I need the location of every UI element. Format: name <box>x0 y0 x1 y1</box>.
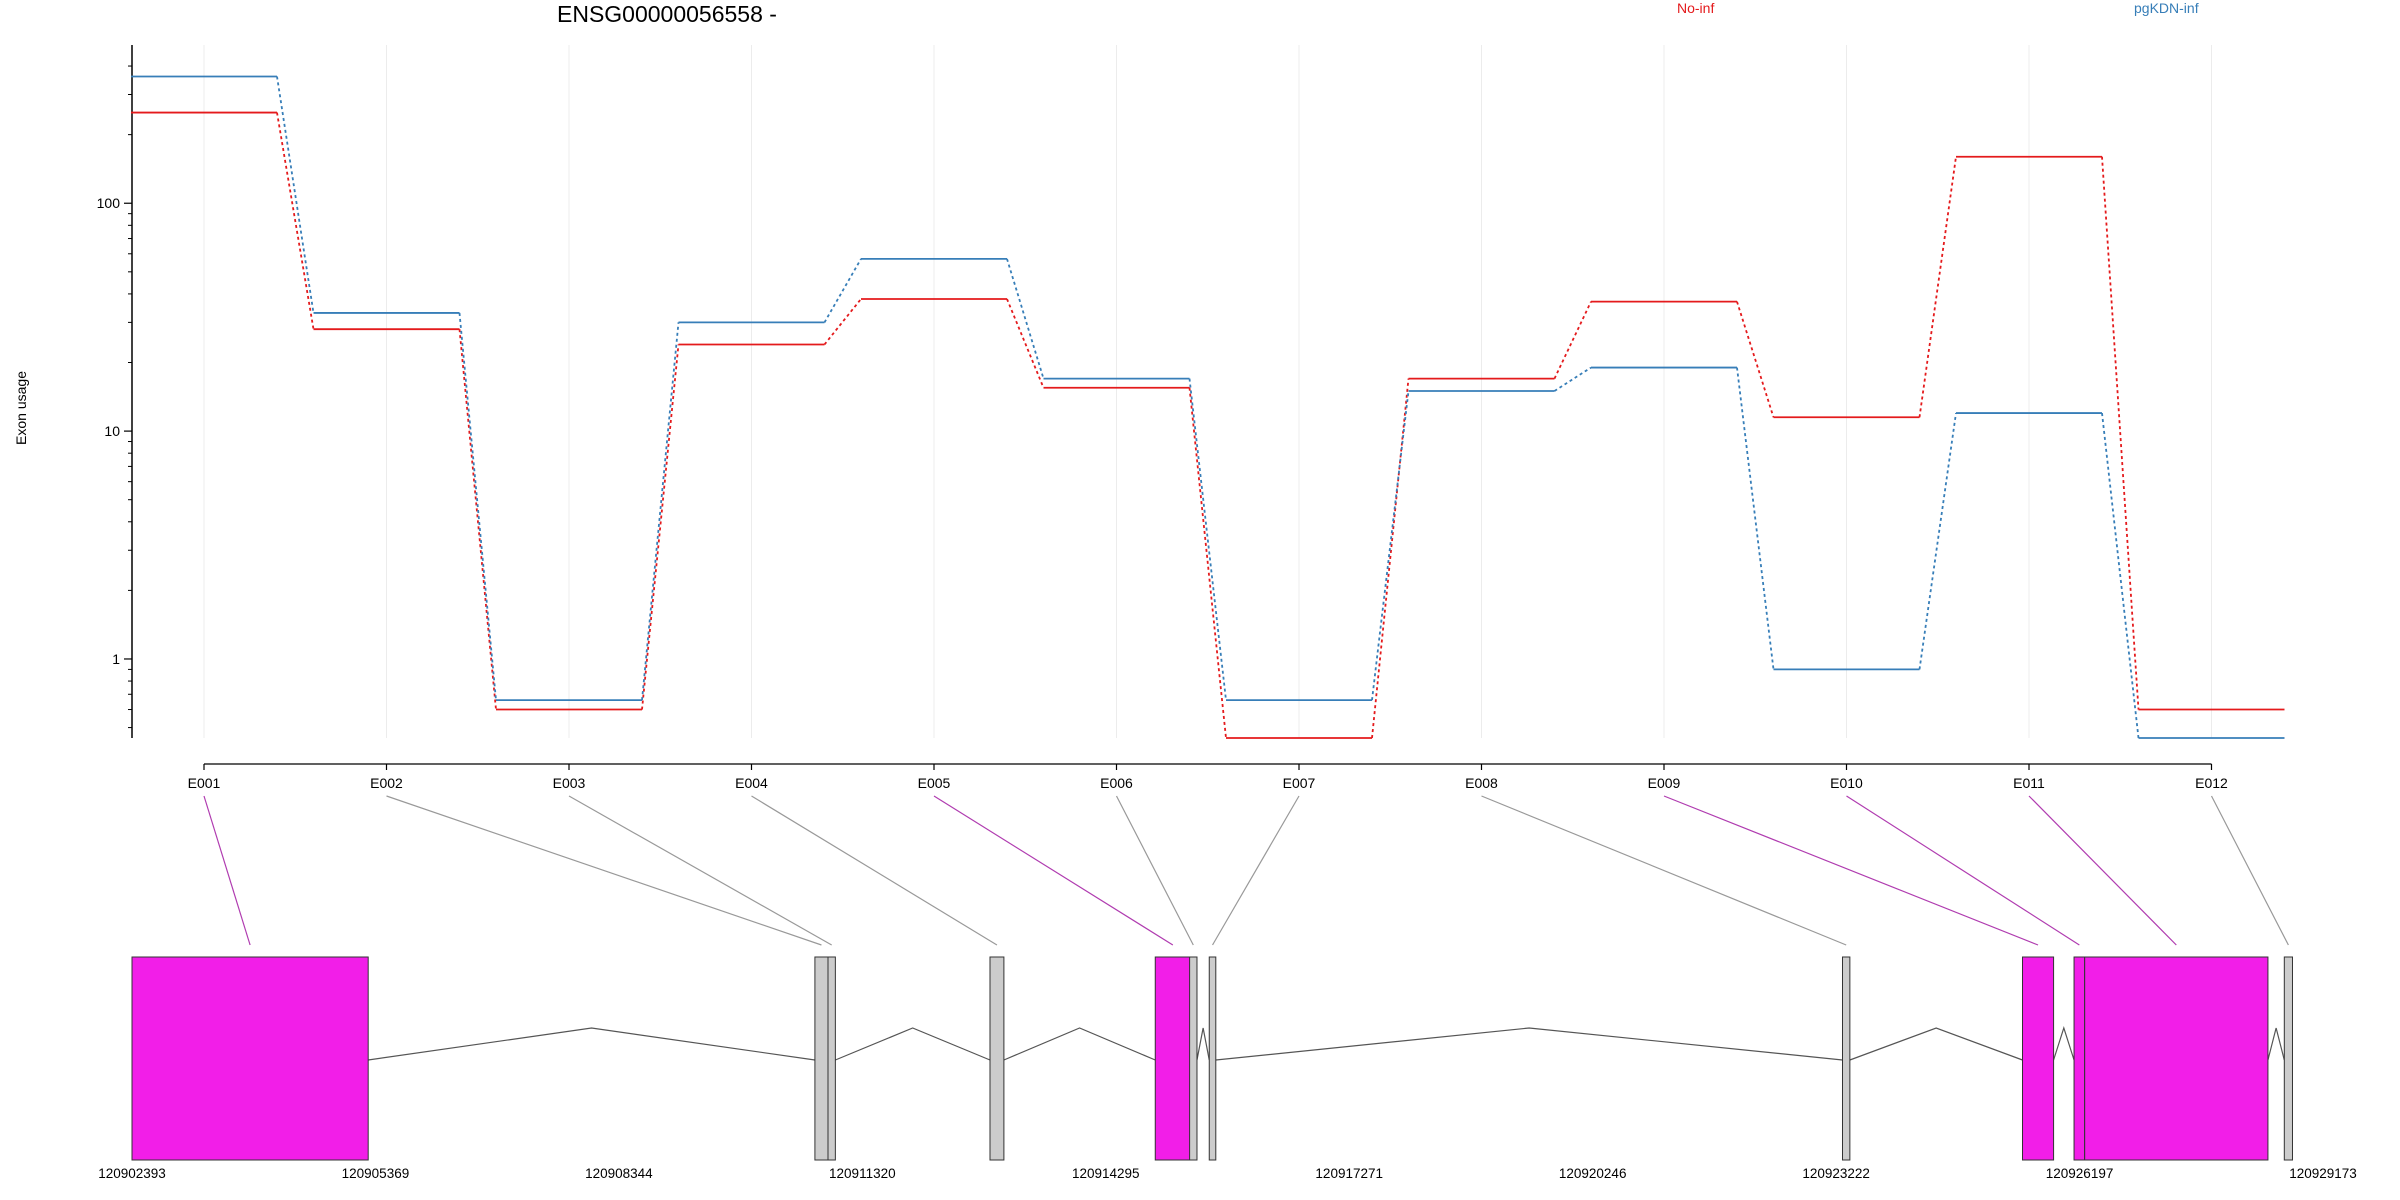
series-no-inf-transition <box>1188 387 1227 739</box>
intron-line <box>1215 1027 1843 1061</box>
exon-box-e002 <box>814 956 829 1161</box>
exon-box-e003 <box>827 956 836 1161</box>
connector-e009 <box>1663 795 2039 946</box>
intron-line <box>1196 1027 1210 1061</box>
y-tick-label: 10 <box>104 423 120 439</box>
exon-box-e006 <box>1189 956 1198 1161</box>
series-no-inf-transition <box>1006 298 1045 389</box>
series-no-inf-transition <box>458 329 497 710</box>
exon-box-e007 <box>1208 956 1217 1161</box>
series-pgkdn-inf-transition <box>1371 390 1410 701</box>
x-tick-label-e003: E003 <box>553 775 586 791</box>
intron-line <box>368 1027 815 1061</box>
series-pgkdn-inf-transition <box>1736 367 1775 670</box>
series-pgkdn-inf-transition <box>1918 412 1957 670</box>
y-tick-label: 1 <box>112 651 120 667</box>
connector-e011 <box>2028 795 2177 946</box>
connector-e007 <box>1212 795 1300 946</box>
gene-model <box>131 956 2293 1161</box>
intron-line <box>1003 1027 1156 1061</box>
x-tick-label-e005: E005 <box>918 775 951 791</box>
coordinate-label: 120917271 <box>1315 1166 1383 1181</box>
exon-connectors <box>203 795 2289 946</box>
y-tick-labels: 1 10 100 <box>97 195 121 667</box>
series-pgkdn-inf-transition <box>641 322 680 701</box>
x-tick-label-e010: E010 <box>1830 775 1863 791</box>
x-tick-label-e008: E008 <box>1465 775 1498 791</box>
exon-box-e001 <box>131 956 369 1161</box>
intron-line <box>2267 1027 2285 1061</box>
series-pgkdn-inf-transition <box>1188 378 1227 701</box>
coordinate-label: 120905369 <box>342 1166 410 1181</box>
series-no-inf-transition <box>641 344 680 710</box>
exon-box-e005 <box>1154 956 1191 1161</box>
x-tick-label-e009: E009 <box>1648 775 1681 791</box>
connector-e010 <box>1846 795 2080 946</box>
exon-box-e012 <box>2283 956 2293 1161</box>
series-no-inf <box>131 111 2285 739</box>
series-lines <box>131 75 2285 739</box>
connector-e005 <box>933 795 1174 946</box>
connector-e006 <box>1115 795 1194 946</box>
intron-line <box>835 1027 991 1061</box>
coordinate-label: 120929173 <box>2289 1166 2357 1181</box>
series-no-inf-transition <box>1736 301 1775 418</box>
series-no-inf-transition <box>276 112 315 330</box>
series-no-inf-transition <box>1918 156 1957 418</box>
x-tick-label-e006: E006 <box>1100 775 1133 791</box>
coordinate-label: 120911320 <box>829 1166 896 1181</box>
x-tick-label-e011: E011 <box>2013 775 2045 791</box>
connector-e008 <box>1481 795 1847 946</box>
y-tick-label: 100 <box>97 195 121 211</box>
series-no-inf-transition <box>2101 156 2140 710</box>
exon-box-e008 <box>1842 956 1851 1161</box>
series-pgkdn-inf-transition <box>276 76 315 314</box>
connector-e012 <box>2210 795 2289 946</box>
connector-e003 <box>568 795 832 946</box>
x-tick-label-e007: E007 <box>1283 775 1316 791</box>
x-tick-label-e002: E002 <box>370 775 403 791</box>
coordinate-label: 120908344 <box>585 1166 653 1181</box>
y-axis-label: Exon usage <box>13 371 29 445</box>
coordinate-label: 120923222 <box>1802 1166 1870 1181</box>
intron-line <box>2053 1026 2075 1061</box>
series-pgkdn-inf-transition <box>1554 366 1592 392</box>
series-pgkdn-inf-transition <box>1006 258 1045 379</box>
legend-no-inf: No-inf <box>1677 0 1714 16</box>
coordinate-label: 120926197 <box>2046 1166 2114 1181</box>
exon-box-e004 <box>989 956 1005 1161</box>
x-tick-label-e004: E004 <box>735 775 768 791</box>
series-no-inf-transition <box>823 298 862 346</box>
x-tick-labels: E001 E002 E003 E004 E005 E006 E007 E008 E009 E010… <box>188 775 2228 791</box>
legend-pgkdn-inf: pgKDN-inf <box>2134 0 2199 16</box>
connector-e004 <box>751 795 998 946</box>
coordinate-label: 120914295 <box>1072 1166 1140 1181</box>
series-pgkdn-inf <box>131 75 2285 739</box>
x-tick-label-e012: E012 <box>2195 775 2228 791</box>
genomic-coordinate-labels: 120902393 120905369 120908344 120911320 1209… <box>98 1166 2357 1181</box>
coordinate-label: 120902393 <box>98 1166 166 1181</box>
intron-line <box>1849 1027 2023 1061</box>
connector-e002 <box>386 795 822 946</box>
exon-box-e011 <box>2084 956 2269 1161</box>
series-pgkdn-inf-transition <box>458 312 497 701</box>
connector-e001 <box>203 795 251 946</box>
exon-box-e010 <box>2073 956 2086 1161</box>
series-pgkdn-inf-transition <box>823 258 862 323</box>
coordinate-label: 120920246 <box>1559 1166 1627 1181</box>
exon-box-e009 <box>2021 956 2055 1161</box>
series-no-inf-transition <box>1371 378 1410 739</box>
x-tick-label-e001: E001 <box>188 775 221 791</box>
series-pgkdn-inf-transition <box>2101 412 2140 739</box>
series-no-inf-transition <box>1553 301 1592 379</box>
gridlines <box>203 45 2212 738</box>
chart-title: ENSG00000056558 - <box>557 1 777 27</box>
axes <box>124 45 2213 770</box>
